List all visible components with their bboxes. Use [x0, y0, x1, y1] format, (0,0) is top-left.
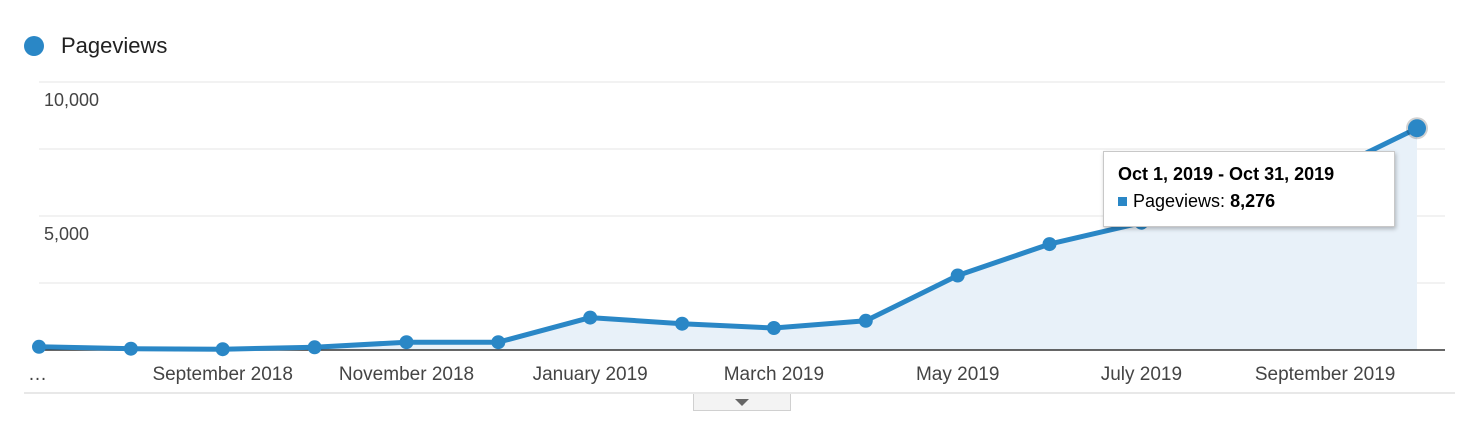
x-tick-label: January 2019 [533, 364, 648, 385]
tooltip-swatch [1118, 197, 1127, 206]
x-tick-label: November 2018 [339, 364, 474, 385]
data-point[interactable] [675, 316, 690, 331]
data-point[interactable] [1042, 237, 1057, 252]
legend-label: Pageviews [61, 33, 168, 58]
data-point[interactable] [491, 335, 506, 350]
tooltip-series-label: Pageviews: [1133, 191, 1226, 211]
data-point[interactable] [215, 342, 230, 357]
x-tick-label: September 2018 [152, 364, 293, 385]
data-point[interactable] [1408, 119, 1426, 138]
data-point[interactable] [399, 335, 414, 350]
legend: Pageviews [24, 33, 167, 59]
data-point[interactable] [123, 341, 138, 356]
x-tick-label: March 2019 [724, 364, 824, 385]
data-tooltip: Oct 1, 2019 - Oct 31, 2019 Pageviews: 8,… [1103, 151, 1395, 227]
x-axis-labels: … September 2018 November 2018 January 2019… [28, 364, 1395, 385]
data-point[interactable] [766, 321, 781, 335]
series-area [39, 128, 1417, 350]
tooltip-title: Oct 1, 2019 - Oct 31, 2019 [1118, 164, 1335, 184]
data-point[interactable] [583, 310, 598, 325]
data-point[interactable] [32, 339, 46, 354]
chevron-down-icon [735, 398, 749, 406]
y-axis-labels: 10,000 5,000 [44, 90, 99, 244]
x-tick-label: … [28, 364, 47, 385]
data-point[interactable] [858, 313, 873, 328]
tooltip-row: Pageviews: 8,276 [1118, 191, 1380, 212]
legend-marker [24, 36, 44, 56]
x-tick-label: May 2019 [916, 364, 999, 385]
y-tick-label: 5,000 [44, 224, 89, 244]
data-point[interactable] [307, 340, 322, 355]
x-tick-label: September 2019 [1255, 364, 1396, 385]
y-tick-label: 10,000 [44, 90, 99, 110]
tooltip-value: 8,276 [1230, 191, 1276, 211]
data-point[interactable] [950, 268, 965, 283]
x-tick-label: July 2019 [1101, 364, 1182, 385]
expand-chart-button[interactable] [693, 394, 791, 411]
